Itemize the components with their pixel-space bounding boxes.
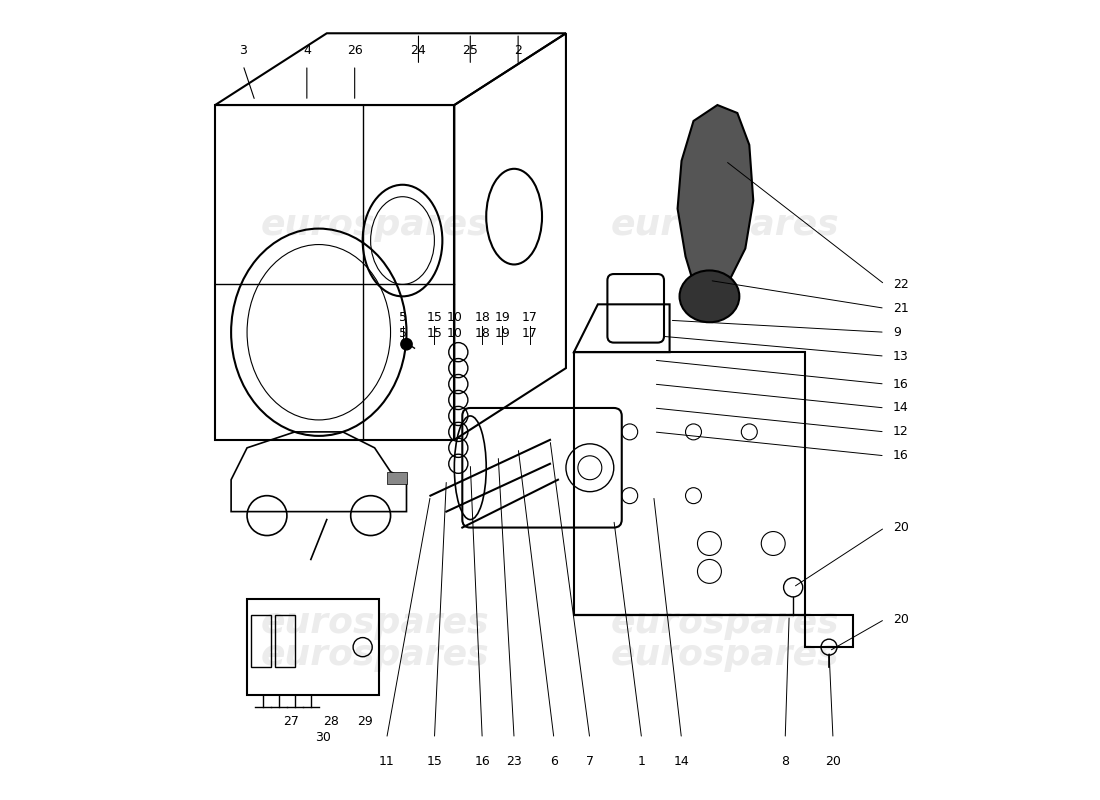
Text: 20: 20: [893, 613, 909, 626]
Text: eurospares: eurospares: [612, 638, 839, 672]
Text: eurospares: eurospares: [261, 208, 488, 242]
Text: 13: 13: [893, 350, 909, 362]
Polygon shape: [678, 105, 754, 296]
Text: 23: 23: [506, 754, 522, 768]
Text: 22: 22: [893, 278, 909, 291]
Text: 30: 30: [315, 731, 331, 744]
Text: 20: 20: [893, 521, 909, 534]
Text: 29: 29: [358, 715, 373, 728]
Bar: [251, 615, 271, 667]
Text: 1: 1: [638, 754, 646, 768]
Text: 3: 3: [239, 44, 248, 57]
Text: 25: 25: [462, 44, 478, 57]
Text: 6: 6: [550, 754, 558, 768]
Text: 5: 5: [398, 327, 407, 340]
Text: 5: 5: [398, 311, 407, 324]
Text: 16: 16: [893, 450, 909, 462]
Text: 18: 18: [474, 311, 491, 324]
Text: 21: 21: [893, 302, 909, 315]
Text: 20: 20: [825, 754, 842, 768]
Text: 27: 27: [283, 715, 299, 728]
Text: eurospares: eurospares: [612, 606, 839, 640]
Text: 19: 19: [494, 311, 510, 324]
Text: 15: 15: [427, 754, 442, 768]
Bar: [386, 472, 407, 484]
Bar: [248, 599, 378, 695]
Text: 16: 16: [893, 378, 909, 390]
Text: 2: 2: [514, 44, 522, 57]
Text: 7: 7: [586, 754, 594, 768]
Text: 10: 10: [447, 311, 462, 324]
Text: 9: 9: [893, 326, 901, 338]
Ellipse shape: [680, 270, 739, 322]
Text: eurospares: eurospares: [261, 638, 488, 672]
Text: 15: 15: [427, 311, 442, 324]
Circle shape: [400, 338, 412, 350]
Text: eurospares: eurospares: [612, 208, 839, 242]
Text: 14: 14: [673, 754, 690, 768]
Text: 28: 28: [322, 715, 339, 728]
Text: 4: 4: [302, 44, 311, 57]
Text: 17: 17: [522, 311, 538, 324]
Text: 10: 10: [447, 327, 462, 340]
Bar: [275, 615, 295, 667]
Text: 11: 11: [378, 754, 395, 768]
Text: 14: 14: [893, 402, 909, 414]
Text: eurospares: eurospares: [261, 606, 488, 640]
Text: 18: 18: [474, 327, 491, 340]
Text: 16: 16: [474, 754, 491, 768]
Text: 17: 17: [522, 327, 538, 340]
Text: 24: 24: [410, 44, 427, 57]
Text: 26: 26: [346, 44, 363, 57]
Text: 19: 19: [494, 327, 510, 340]
Text: 15: 15: [427, 327, 442, 340]
Text: 8: 8: [781, 754, 789, 768]
Text: 12: 12: [893, 426, 909, 438]
